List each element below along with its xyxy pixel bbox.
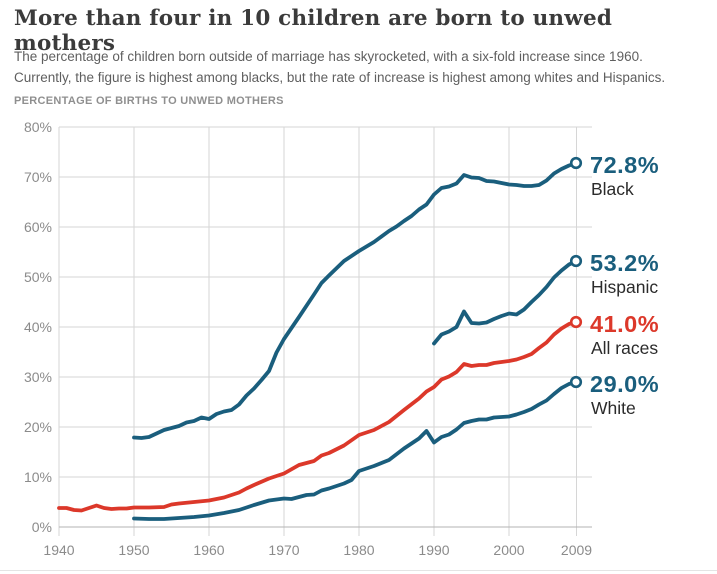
series-name-label-white: White (591, 398, 636, 418)
chart-subtitle: The percentage of children born outside … (14, 46, 694, 88)
y-tick-label-80: 80% (24, 119, 52, 135)
series-end-marker-all-races (569, 315, 583, 329)
y-tick-label-30: 30% (24, 369, 52, 385)
series-line-white (132, 380, 579, 521)
series-end-marker-hispanic (569, 254, 583, 268)
x-tick-label-1960: 1960 (193, 542, 224, 558)
series-name-label-hispanic: Hispanic (591, 277, 658, 297)
series-name-label-black: Black (591, 179, 634, 199)
y-tick-label-70: 70% (24, 169, 52, 185)
y-tick-label-0: 0% (32, 519, 52, 535)
x-tick-label-1970: 1970 (268, 542, 299, 558)
series-end-value-hispanic: 53.2% (590, 250, 659, 276)
series-end-marker-black (569, 156, 583, 170)
y-tick-label-50: 50% (24, 269, 52, 285)
x-tick-label-1980: 1980 (343, 542, 374, 558)
x-tick-label-1990: 1990 (418, 542, 449, 558)
series-end-value-white: 29.0% (590, 371, 659, 397)
chart-subtitle-line2: Currently, the figure is highest among b… (14, 70, 666, 85)
series-name-label-all-races: All races (591, 338, 658, 358)
x-tick-label-2000: 2000 (493, 542, 524, 558)
x-tick-label-1940: 1940 (43, 542, 74, 558)
series-line-all-races (57, 320, 579, 513)
y-tick-label-20: 20% (24, 419, 52, 435)
y-tick-label-60: 60% (24, 219, 52, 235)
chart-subtitle-line1: The percentage of children born outside … (14, 49, 643, 64)
page-title: More than four in 10 children are born t… (14, 6, 613, 56)
series-end-value-all-races: 41.0% (590, 311, 659, 337)
series-line-hispanic (432, 259, 579, 346)
y-tick-label-10: 10% (24, 469, 52, 485)
y-tick-label-40: 40% (24, 319, 52, 335)
series-end-marker-white (569, 375, 583, 389)
x-tick-label-2009: 2009 (561, 542, 592, 558)
series-end-value-black: 72.8% (590, 152, 659, 178)
series-line-black (132, 161, 579, 440)
x-tick-label-1950: 1950 (118, 542, 149, 558)
bottom-divider (0, 570, 717, 571)
axis-kicker-label: PERCENTAGE OF BIRTHS TO UNWED MOTHERS (14, 95, 284, 107)
